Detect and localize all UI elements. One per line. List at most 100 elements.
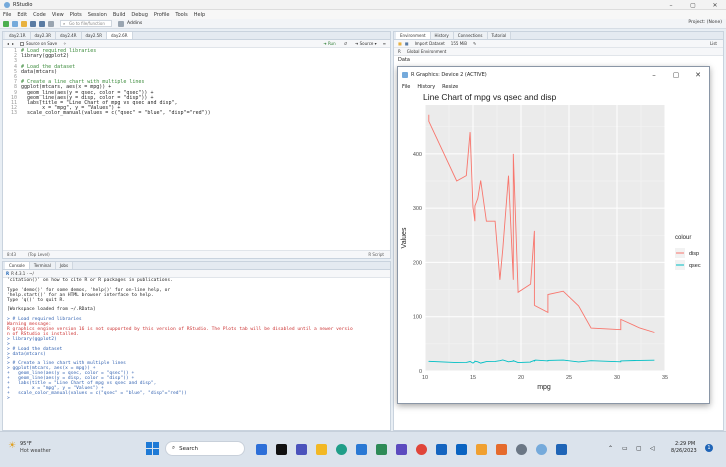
app-icon-yellow[interactable] bbox=[476, 444, 487, 455]
tab-jobs[interactable]: Jobs bbox=[55, 262, 74, 269]
code-area[interactable]: 1 # Load required libraries 2 library(ggplo… bbox=[3, 48, 390, 117]
graphics-window-titlebar[interactable]: R Graphics: Device 2 (ACTIVE) – ▢ ✕ bbox=[398, 67, 709, 82]
start-button[interactable] bbox=[146, 442, 159, 455]
code-line[interactable]: 13 scale_color_manual(values = c("qsec" … bbox=[3, 111, 390, 116]
outline-icon[interactable]: ≡ bbox=[382, 41, 386, 46]
scope-select[interactable]: Global Environment bbox=[406, 49, 447, 54]
tab-day2-4[interactable]: day2.4R bbox=[56, 32, 82, 39]
menu-profile[interactable]: Profile bbox=[153, 11, 170, 18]
language-select[interactable]: R bbox=[398, 49, 401, 54]
back-arrow-icon[interactable]: ◂ bbox=[7, 41, 10, 46]
file-explorer-icon[interactable] bbox=[316, 444, 327, 455]
code-line[interactable]: 4 # Load the dataset bbox=[3, 64, 390, 70]
plot-maximize-button[interactable]: ▢ bbox=[672, 70, 680, 79]
taskbar-search[interactable]: ⌕ Search bbox=[165, 441, 245, 456]
scope-indicator[interactable]: (Top Level) bbox=[27, 252, 50, 257]
code-line[interactable]: 8 ggplot(mtcars, aes(x = mpg)) + bbox=[3, 85, 390, 90]
tab-history[interactable]: History bbox=[430, 32, 454, 39]
rerun-icon[interactable]: ↺ bbox=[343, 41, 347, 46]
teams-icon[interactable] bbox=[296, 444, 307, 455]
menu-build[interactable]: Build bbox=[112, 11, 126, 18]
plot-close-button[interactable]: ✕ bbox=[695, 70, 701, 79]
menu-code[interactable]: Code bbox=[33, 11, 46, 18]
project-menu[interactable]: Project: (None) bbox=[688, 20, 722, 25]
rstudio-taskbar-icon[interactable] bbox=[536, 444, 547, 455]
app-icon-orange[interactable] bbox=[496, 444, 507, 455]
maximize-button[interactable]: ▢ bbox=[690, 1, 696, 9]
tray-network-icon[interactable]: ▭ bbox=[622, 445, 628, 452]
code-line[interactable]: 6 bbox=[3, 74, 390, 80]
tab-day2-1[interactable]: day2.1R bbox=[5, 32, 31, 39]
tray-volume-icon[interactable]: ◁ bbox=[650, 445, 655, 452]
menu-file[interactable]: File bbox=[3, 11, 12, 18]
weather-temp[interactable]: 95°F bbox=[20, 441, 32, 447]
memory-usage[interactable]: 155 MiB bbox=[450, 41, 467, 46]
tab-environment[interactable]: Environment bbox=[396, 32, 431, 39]
broom-icon[interactable]: ✎ bbox=[473, 41, 477, 46]
app-icon-purple[interactable] bbox=[396, 444, 407, 455]
code-line[interactable]: 10 geom_line(aes(y = disp, color = "disp… bbox=[3, 95, 390, 101]
code-line[interactable]: 2 library(ggplot2) bbox=[3, 53, 390, 59]
open-workspace-icon[interactable]: ■ bbox=[398, 41, 402, 46]
close-button[interactable]: ✕ bbox=[712, 1, 718, 9]
store-icon[interactable] bbox=[356, 444, 367, 455]
console-output[interactable]: 'citation()' on how to cite R or R packa… bbox=[3, 278, 390, 403]
code-line[interactable]: 9 geom_line(aes(y = qsec, color = "qsec"… bbox=[3, 90, 390, 96]
settings-icon[interactable] bbox=[516, 444, 527, 455]
tab-connections[interactable]: Connections bbox=[453, 32, 488, 39]
open-file-icon[interactable] bbox=[21, 20, 27, 27]
code-line[interactable]: 7 # Create a line chart with multiple lin… bbox=[3, 80, 390, 85]
menu-plots[interactable]: Plots bbox=[69, 11, 82, 18]
new-file-icon[interactable] bbox=[3, 20, 9, 27]
forward-arrow-icon[interactable]: ▸ bbox=[12, 41, 15, 46]
tab-day2-6[interactable]: day2.6R bbox=[107, 32, 133, 39]
outlook-icon[interactable] bbox=[456, 444, 467, 455]
clock-date[interactable]: 8/26/2023 bbox=[671, 448, 697, 454]
source-on-save-checkbox[interactable] bbox=[20, 41, 25, 46]
code-line[interactable]: 12 x = "mpg", y = "Values") + bbox=[3, 106, 390, 111]
go-to-file-input[interactable]: ⌕ Go to file/function bbox=[60, 20, 112, 27]
plot-minimize-button[interactable]: – bbox=[652, 70, 656, 79]
addins-menu[interactable]: Addins bbox=[127, 21, 143, 26]
code-line[interactable]: 3 bbox=[3, 59, 390, 64]
save-all-icon[interactable] bbox=[39, 20, 45, 27]
list-view-toggle[interactable]: List bbox=[710, 41, 717, 46]
menu-help[interactable]: Help bbox=[193, 11, 206, 18]
menu-debug[interactable]: Debug bbox=[131, 11, 148, 18]
plot-menu-history[interactable]: History bbox=[417, 83, 436, 90]
r-gui-icon[interactable] bbox=[556, 444, 567, 455]
app-icon-green[interactable] bbox=[376, 444, 387, 455]
minimize-button[interactable]: – bbox=[669, 1, 673, 9]
menu-view[interactable]: View bbox=[51, 11, 64, 18]
plot-menu-file[interactable]: File bbox=[402, 83, 411, 90]
chrome-icon[interactable] bbox=[416, 444, 427, 455]
save-workspace-icon[interactable]: ■ bbox=[404, 41, 409, 46]
tab-console[interactable]: Console bbox=[5, 262, 30, 269]
file-type-indicator[interactable]: R Script bbox=[368, 252, 384, 257]
widgets-icon[interactable] bbox=[256, 444, 267, 455]
menu-tools[interactable]: Tools bbox=[175, 11, 188, 18]
code-line[interactable]: 1 # Load required libraries bbox=[3, 48, 390, 54]
tab-day2-5[interactable]: day2.5R bbox=[81, 32, 107, 39]
code-line[interactable]: 5 data(mtcars) bbox=[3, 69, 390, 75]
menu-session[interactable]: Session bbox=[87, 11, 107, 18]
new-project-icon[interactable] bbox=[12, 20, 18, 27]
notification-badge[interactable]: 1 bbox=[705, 444, 713, 452]
app-icon-blue[interactable] bbox=[436, 444, 447, 455]
wand-icon[interactable]: ✧ bbox=[63, 41, 67, 46]
plot-menu-resize[interactable]: Resize bbox=[442, 83, 459, 90]
save-icon[interactable] bbox=[30, 20, 36, 27]
import-dataset-button[interactable]: Import Dataset bbox=[414, 41, 445, 46]
tab-terminal[interactable]: Terminal bbox=[29, 262, 56, 269]
menu-edit[interactable]: Edit bbox=[17, 11, 28, 18]
edge-icon[interactable] bbox=[336, 444, 347, 455]
code-line[interactable]: 11 labs(title = "Line Chart of mpg vs qs… bbox=[3, 100, 390, 106]
tab-tutorial[interactable]: Tutorial bbox=[487, 32, 512, 39]
grid-icon[interactable] bbox=[118, 20, 124, 27]
weather-icon[interactable]: ☀ bbox=[8, 441, 17, 451]
run-button[interactable]: ➜ Run bbox=[323, 41, 336, 46]
clock-time[interactable]: 2:29 PM bbox=[675, 441, 696, 447]
source-button[interactable]: ➜ Source ▾ bbox=[354, 41, 377, 46]
tab-day2-3[interactable]: day2.3R bbox=[30, 32, 56, 39]
tray-chevron-icon[interactable]: ⌃ bbox=[608, 445, 614, 452]
